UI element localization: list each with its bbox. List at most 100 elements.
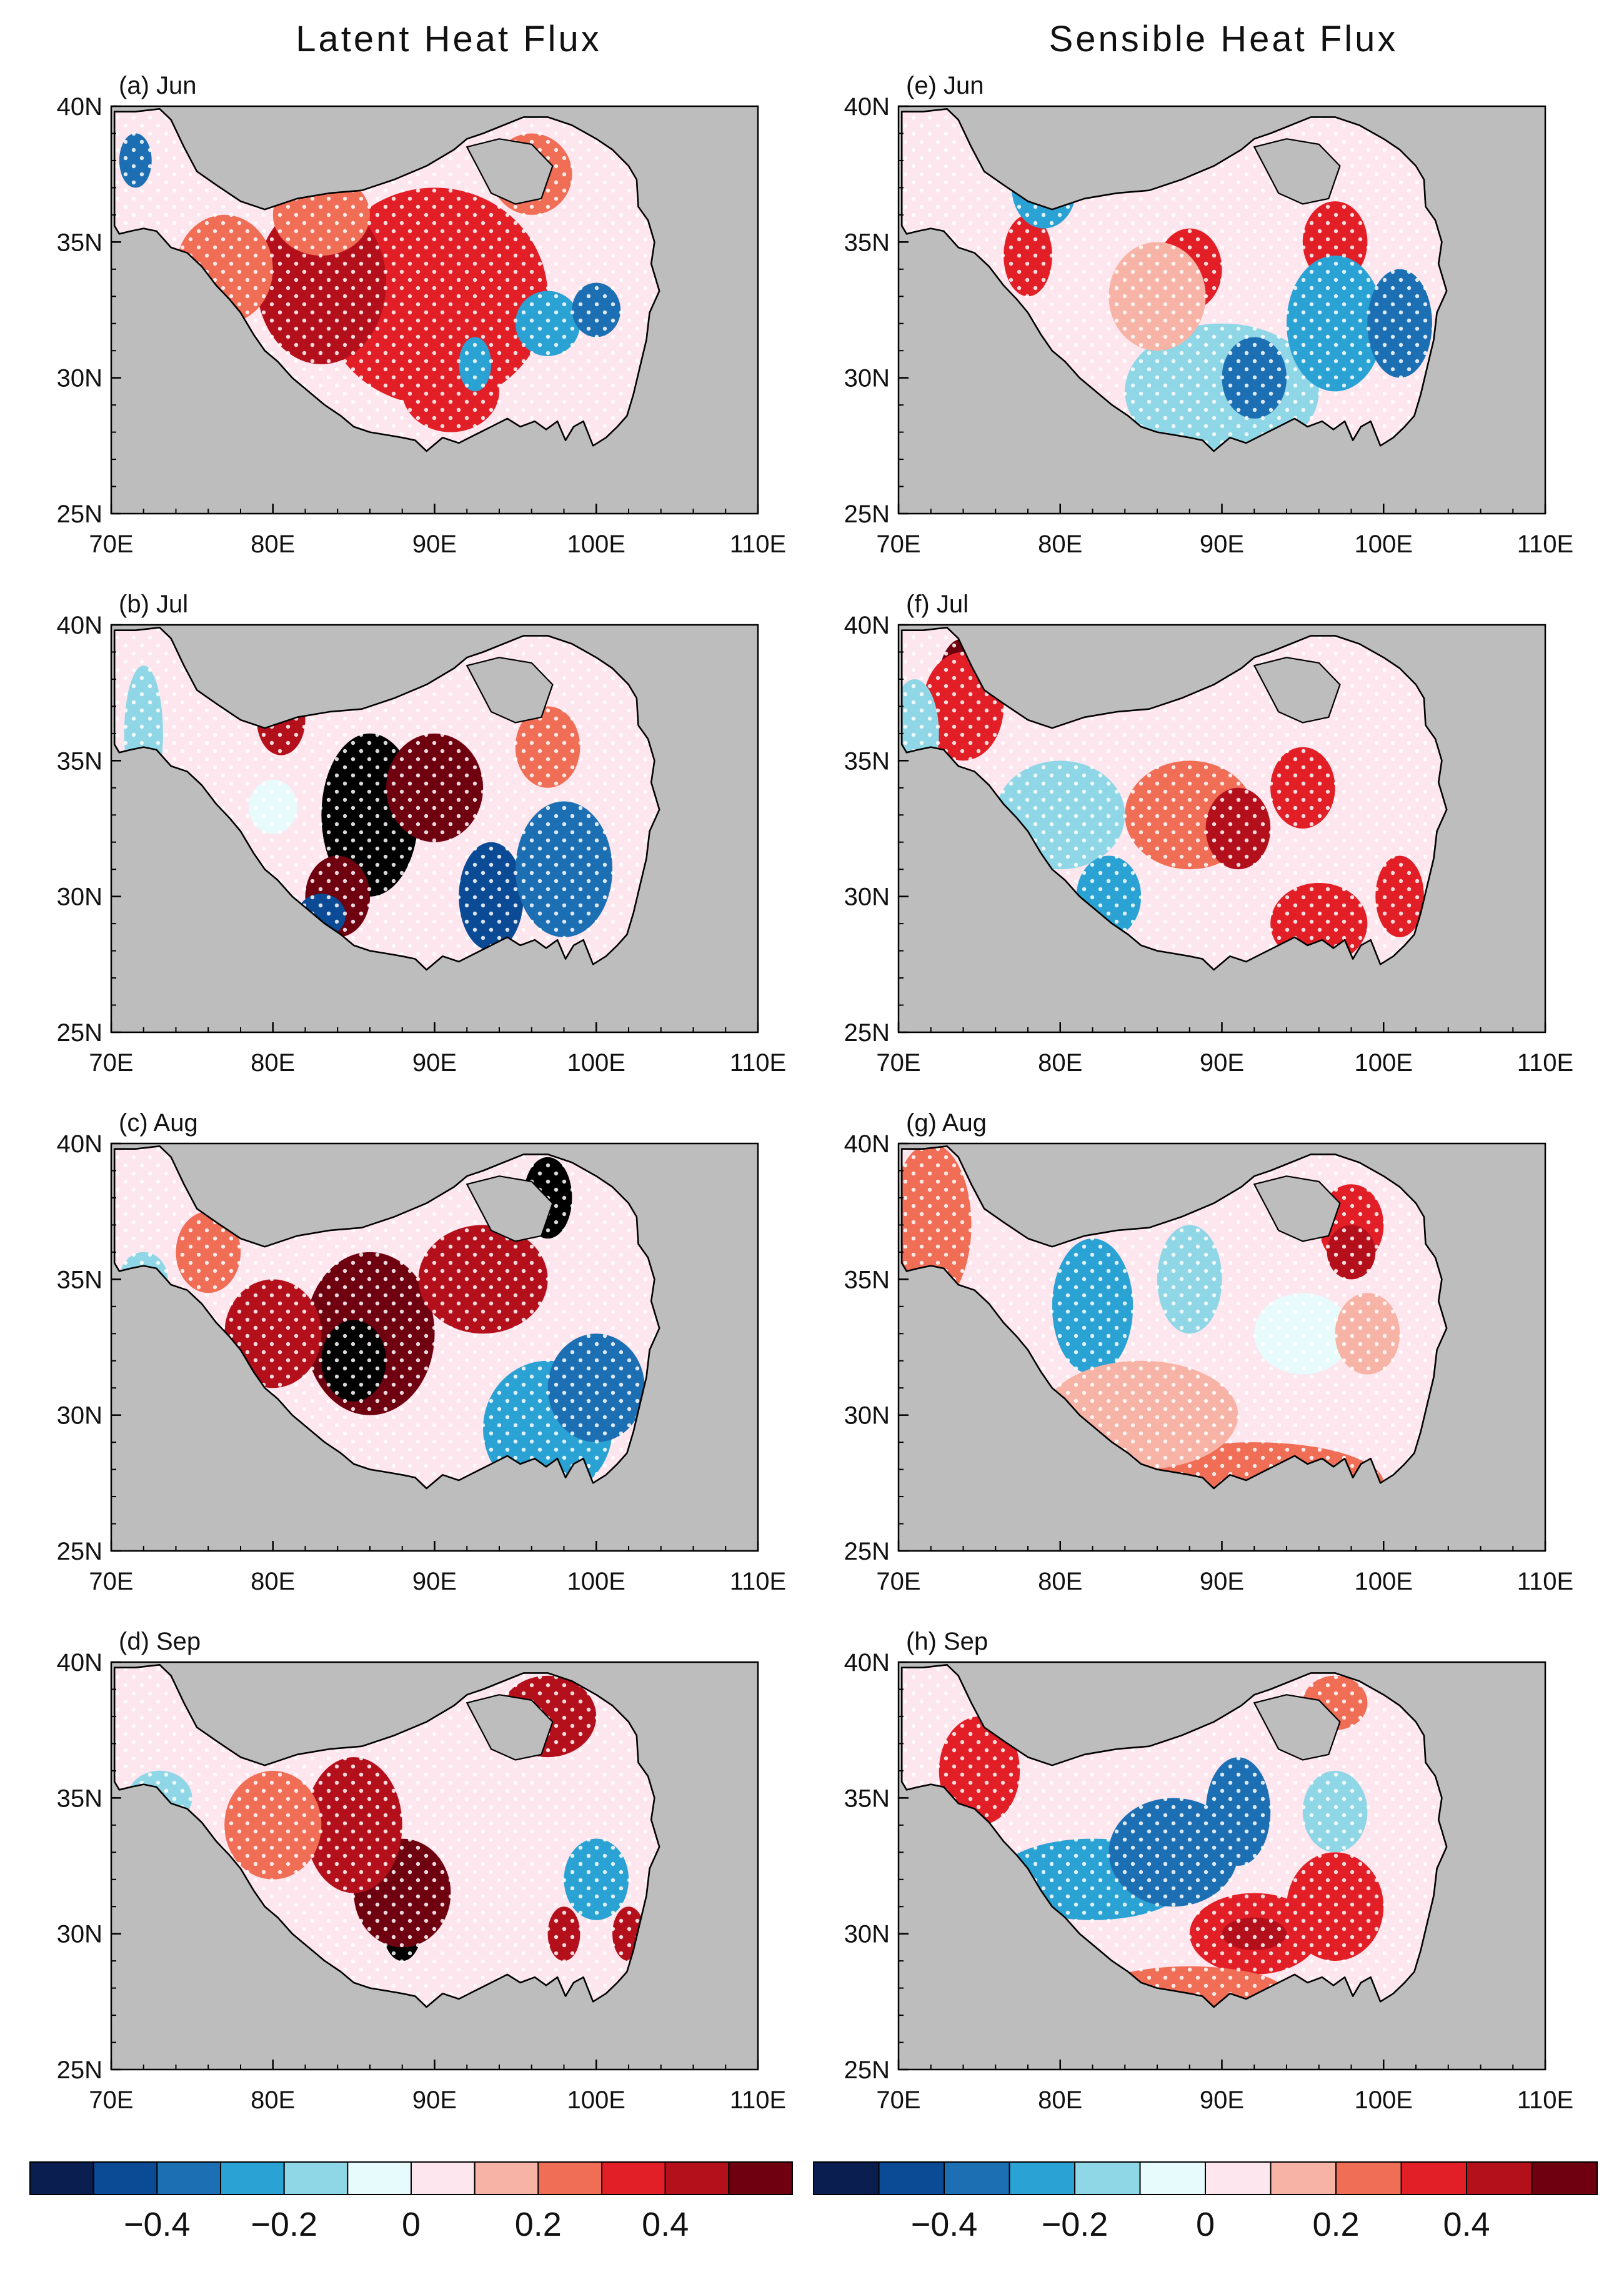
colorbar-swatch [1139, 2161, 1206, 2195]
colorbar-swatch [664, 2161, 730, 2195]
plateau-outline [900, 1145, 1448, 1490]
colorbar-tick-label: 0.4 [642, 2206, 689, 2243]
y-tick-label: 25N [57, 501, 102, 528]
plateau-outline [900, 1664, 1448, 2008]
x-tick-label: 70E [89, 531, 133, 558]
x-tick-label: 70E [89, 1568, 133, 1595]
colorbar-swatch [29, 2161, 94, 2195]
x-tick-label: 110E [730, 1568, 786, 1595]
panel-label: (b) Jul [119, 590, 188, 618]
y-tick-label: 35N [844, 229, 890, 256]
colorbar-tick-label: −0.2 [1042, 2206, 1108, 2243]
colorbar-swatch [1270, 2161, 1337, 2195]
x-tick-label: 100E [567, 1049, 625, 1077]
y-tick-label: 30N [57, 1402, 102, 1430]
column-title: Sensible Heat Flux [1049, 19, 1398, 59]
panel-label: (a) Jun [119, 72, 197, 99]
plateau-outline [113, 1145, 660, 1490]
panel-label: (f) Jul [906, 590, 969, 618]
y-tick-label: 40N [844, 612, 890, 639]
map-panel: (a) Jun 70E 80E 90E 100E 110E 40N 35N 30N 25N [57, 72, 787, 558]
x-tick-label: 100E [567, 1568, 625, 1595]
basin-mask [1253, 1694, 1341, 1761]
colorbar-swatch [1335, 2161, 1402, 2195]
colorbar-swatch [283, 2161, 349, 2195]
x-tick-label: 80E [251, 1049, 295, 1077]
colorbar-swatch [92, 2161, 158, 2195]
x-tick-label: 110E [730, 2086, 786, 2114]
y-tick-label: 40N [57, 1130, 102, 1158]
colorbar-tick-label: 0.2 [515, 2206, 562, 2243]
colorbar-tick-label: 0 [402, 2206, 421, 2243]
colorbar-swatch [1074, 2161, 1141, 2195]
basin-mask [466, 138, 554, 205]
y-tick-label: 25N [844, 2056, 890, 2084]
y-tick-label: 30N [57, 365, 102, 392]
x-tick-label: 90E [1200, 1568, 1244, 1595]
x-tick-label: 80E [251, 2086, 295, 2114]
plateau-outline [113, 627, 660, 971]
y-tick-label: 40N [57, 612, 102, 639]
y-tick-label: 40N [844, 1649, 890, 1677]
y-tick-label: 35N [844, 1785, 890, 1812]
x-tick-label: 70E [876, 1568, 920, 1595]
x-tick-label: 80E [1038, 2086, 1082, 2114]
x-tick-label: 100E [1355, 1568, 1413, 1595]
colorbar-swatch [347, 2161, 412, 2195]
x-tick-label: 70E [876, 531, 920, 558]
x-tick-label: 80E [251, 531, 295, 558]
x-tick-label: 110E [1517, 2086, 1573, 2114]
colorbar-tick-label: 0.4 [1443, 2206, 1490, 2243]
panel-label: (c) Aug [119, 1109, 198, 1137]
x-tick-label: 110E [1517, 1049, 1573, 1077]
x-tick-label: 110E [1517, 1568, 1573, 1595]
x-tick-label: 100E [1355, 1049, 1413, 1077]
plateau-outline [113, 108, 660, 452]
y-tick-label: 25N [57, 1538, 102, 1565]
colorbar-swatch [878, 2161, 945, 2195]
colorbar-swatch [474, 2161, 539, 2195]
y-tick-label: 40N [844, 1130, 890, 1158]
panel-label: (e) Jun [906, 72, 984, 99]
colorbar-swatch [1009, 2161, 1075, 2195]
plateau-outline [900, 627, 1448, 971]
x-tick-label: 70E [876, 1049, 920, 1077]
y-tick-label: 30N [844, 1921, 890, 1948]
colorbar-swatch [411, 2161, 476, 2195]
colorbar-tick-label: 0.2 [1312, 2206, 1359, 2243]
panel-label: (h) Sep [906, 1628, 988, 1655]
colorbar: −0.4 −0.2 0 0.2 0.4 [29, 2161, 794, 2243]
y-tick-label: 35N [57, 747, 102, 775]
colorbar-swatch [220, 2161, 285, 2195]
map-panel: (e) Jun 70E 80E 90E 100E 110E 40N 35N 30N 25N [844, 72, 1574, 558]
colorbar-tick-label: 0 [1196, 2206, 1215, 2243]
colorbar-swatch [156, 2161, 221, 2195]
map-panel: (b) Jul 70E 80E 90E 100E 110E 40N 35N 30N 25N [57, 590, 787, 1077]
y-tick-label: 25N [57, 1019, 102, 1047]
x-tick-label: 110E [730, 531, 786, 558]
y-tick-label: 30N [57, 884, 102, 911]
y-tick-label: 25N [844, 1538, 890, 1565]
y-tick-label: 35N [844, 1266, 890, 1293]
map-panel: (d) Sep 70E 80E 90E 100E 110E 40N 35N 30N 25N [57, 1628, 787, 2114]
colorbar-swatch [728, 2161, 794, 2195]
x-tick-label: 90E [412, 531, 457, 558]
x-tick-label: 90E [412, 2086, 457, 2114]
basin-mask [466, 657, 554, 724]
y-tick-label: 25N [844, 1019, 890, 1047]
x-tick-label: 100E [567, 531, 625, 558]
x-tick-label: 110E [1517, 531, 1573, 558]
y-tick-label: 30N [57, 1921, 102, 1948]
map-panel: (c) Aug 70E 80E 90E 100E 110E 40N 35N 30N 25N [57, 1109, 787, 1595]
map-panel: (f) Jul 70E 80E 90E 100E 110E 40N 35N 30N 25N [844, 590, 1574, 1077]
panel-label: (d) Sep [119, 1628, 201, 1655]
colorbar-swatch [601, 2161, 666, 2195]
map-panel: (g) Aug 70E 80E 90E 100E 110E 40N 35N 30N 25N [844, 1109, 1574, 1595]
x-tick-label: 90E [1200, 531, 1244, 558]
colorbar-swatch [1400, 2161, 1467, 2195]
column-title: Latent Heat Flux [296, 19, 602, 59]
colorbar-tick-label: −0.4 [911, 2206, 978, 2243]
x-tick-label: 70E [89, 2086, 133, 2114]
x-tick-label: 90E [412, 1568, 457, 1595]
